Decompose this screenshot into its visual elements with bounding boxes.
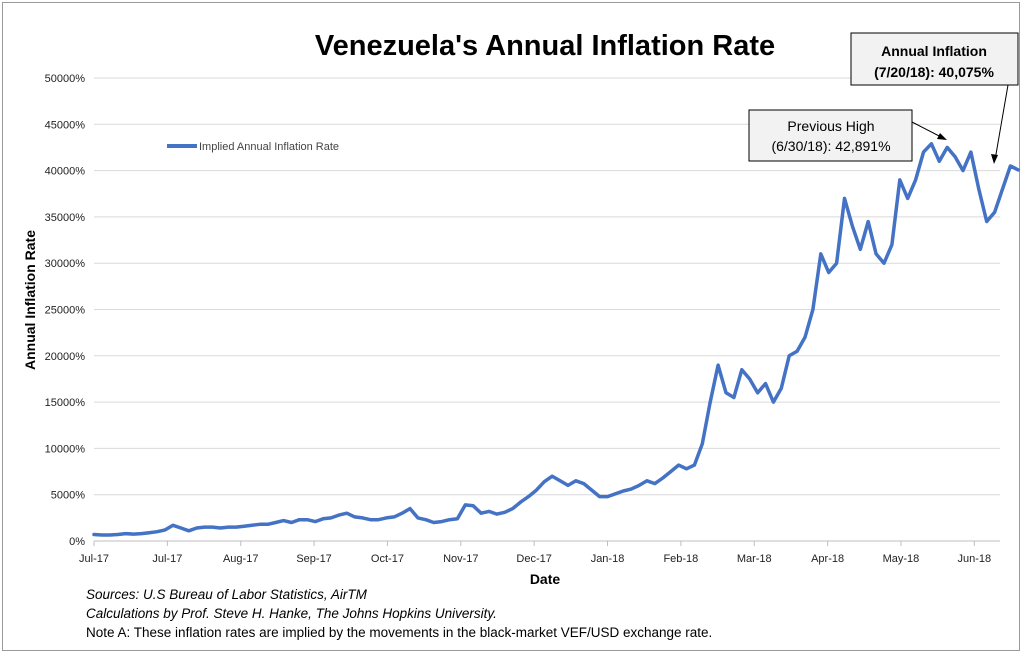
x-tick-label: Jan-18 xyxy=(591,553,625,565)
y-tick-label: 40000% xyxy=(45,166,86,178)
chart-notes: Sources: U.S Bureau of Labor Statistics,… xyxy=(86,585,712,642)
x-tick-label: Apr-18 xyxy=(811,553,844,565)
callout-current: Annual Inflation (7/20/18): 40,075% xyxy=(850,32,1019,164)
x-axis-title: Date xyxy=(530,571,561,587)
legend-label: Implied Annual Inflation Rate xyxy=(199,141,339,153)
y-tick-label: 35000% xyxy=(45,212,86,224)
callout-line-2: (7/20/18): 40,075% xyxy=(874,64,994,80)
sources-note: Sources: U.S Bureau of Labor Statistics,… xyxy=(86,587,367,602)
y-tick-label: 50000% xyxy=(45,73,86,85)
x-tick-label: Dec-17 xyxy=(516,553,551,565)
calculations-note: Calculations by Prof. Steve H. Hanke, Th… xyxy=(86,606,497,621)
y-tick-label: 45000% xyxy=(45,119,86,131)
x-axis-ticks: Jul-17 Jul-17 Aug-17 Sep-17 Oct-17 Nov-17 Dec-… xyxy=(79,541,991,565)
arrowhead xyxy=(937,133,947,140)
callout-box xyxy=(850,32,1019,86)
callout-line-1: Previous High xyxy=(787,118,874,134)
x-tick-label: May-18 xyxy=(883,553,920,565)
legend: Implied Annual Inflation Rate xyxy=(167,141,339,153)
y-axis-ticks: 0% 5000% 10000% 15000% 20000% 25000% 30000% 350… xyxy=(45,73,86,548)
callout-previous-high: Previous High (6/30/18): 42,891% xyxy=(748,109,947,162)
callout-line-1: Annual Inflation xyxy=(881,43,987,59)
x-tick-label: Feb-18 xyxy=(663,553,698,565)
y-tick-label: 20000% xyxy=(45,351,86,363)
y-tick-label: 25000% xyxy=(45,305,86,317)
x-tick-label: Sep-17 xyxy=(296,553,331,565)
y-axis-title: Annual Inflation Rate xyxy=(22,230,38,370)
callout-arrow xyxy=(994,84,1009,161)
callout-line-2: (6/30/18): 42,891% xyxy=(771,138,890,154)
y-tick-label: 15000% xyxy=(45,397,86,409)
x-tick-label: Aug-17 xyxy=(223,553,258,565)
chart-title: Venezuela's Annual Inflation Rate xyxy=(315,30,775,62)
arrowhead xyxy=(991,154,998,164)
x-tick-label: Jul-17 xyxy=(79,553,109,565)
x-tick-label: Nov-17 xyxy=(443,553,478,565)
note-a: Note A: These inflation rates are implie… xyxy=(86,625,713,640)
x-tick-label: Jul-17 xyxy=(152,553,182,565)
x-tick-label: Jun-18 xyxy=(958,553,992,565)
y-tick-label: 5000% xyxy=(51,490,85,502)
callout-box xyxy=(748,109,913,162)
y-tick-label: 30000% xyxy=(45,258,86,270)
x-tick-label: Mar-18 xyxy=(737,553,772,565)
series-line-implied-annual-inflation xyxy=(92,142,1021,537)
y-tick-label: 10000% xyxy=(45,443,86,455)
y-tick-label: 0% xyxy=(69,536,85,548)
x-tick-label: Oct-17 xyxy=(371,553,404,565)
